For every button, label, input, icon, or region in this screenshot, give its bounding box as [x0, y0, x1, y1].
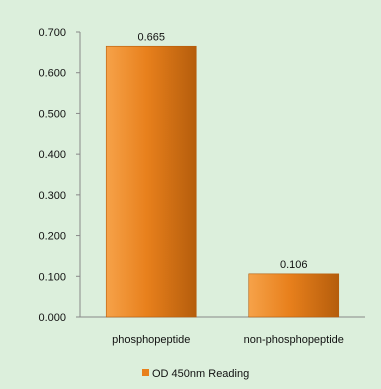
- y-tick-label: 0.500: [38, 108, 66, 120]
- bar-phosphopeptide: [105, 45, 197, 318]
- y-tick-label: 0.600: [38, 68, 66, 80]
- y-tick-label: 0.400: [38, 149, 66, 161]
- bar-non-phosphopeptide: [248, 273, 340, 318]
- x-tick-label: non-phosphopeptide: [244, 334, 344, 346]
- y-axis: 0.000 0.100 0.200 0.300 0.400 0.500 0.600 0.700: [38, 27, 80, 324]
- data-label-non-phosphopeptide: 0.106: [280, 259, 308, 271]
- x-tick-label: phosphopeptide: [112, 334, 190, 346]
- y-tick-label: 0.700: [38, 27, 66, 39]
- legend-label: OD 450nm Reading: [152, 368, 249, 380]
- bars: [105, 45, 340, 318]
- legend-swatch: [142, 369, 149, 376]
- y-tick-label: 0.000: [38, 312, 66, 324]
- data-labels: 0.665 0.106: [137, 31, 307, 271]
- y-tick-label: 0.300: [38, 190, 66, 202]
- data-label-phosphopeptide: 0.665: [137, 31, 165, 43]
- y-tick-label: 0.100: [38, 271, 66, 283]
- x-axis: phosphopeptide non-phosphopeptide: [112, 334, 344, 346]
- y-tick-label: 0.200: [38, 231, 66, 243]
- legend: OD 450nm Reading: [142, 368, 249, 380]
